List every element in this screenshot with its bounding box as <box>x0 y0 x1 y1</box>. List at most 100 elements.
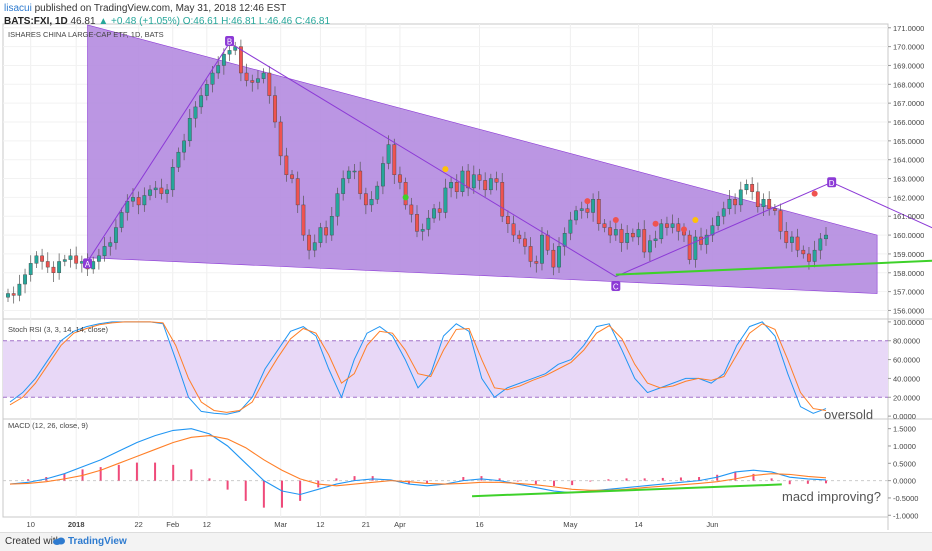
candle-body <box>716 216 720 226</box>
pattern-label-box <box>83 258 93 269</box>
candle-body <box>767 199 772 209</box>
candle-body <box>801 249 806 255</box>
pattern-label-d: D <box>827 177 837 188</box>
candle-body <box>574 210 578 221</box>
stoch-title: Stoch RSI (3, 3, 14, 14, close) <box>8 325 109 334</box>
price-tick-label: 157.0000 <box>893 288 924 297</box>
candle-body <box>443 187 448 213</box>
signal-dot <box>584 198 591 205</box>
candle-body <box>324 227 329 236</box>
candle-body <box>727 199 732 209</box>
price-tick-label: 161.0000 <box>893 212 924 221</box>
candle-body <box>244 72 249 81</box>
candle-body <box>755 191 760 208</box>
candle-body <box>659 223 664 240</box>
author-link[interactable]: lisacui <box>4 3 32 14</box>
candle-body <box>613 229 618 236</box>
candle-body <box>375 185 380 200</box>
price-tick-label: 160.0000 <box>893 231 924 240</box>
candle-body <box>148 189 152 196</box>
candle-body <box>312 242 317 251</box>
pattern-label-text: C <box>613 282 619 291</box>
candle-body <box>392 144 397 175</box>
candle-body <box>483 180 488 191</box>
pattern-label-text: D <box>829 179 835 188</box>
pattern-label-box <box>611 280 621 291</box>
time-tick-label: Mar <box>274 520 287 529</box>
price-tick-label: 164.0000 <box>893 156 924 165</box>
candle-body <box>51 266 56 273</box>
candle-body <box>534 261 539 264</box>
candle-body <box>517 234 522 240</box>
candle-body <box>369 199 374 206</box>
candle-body <box>699 236 703 245</box>
candle-body <box>131 197 135 202</box>
price-axes[interactable]: 171.0000 170.0000 169.0000 168.0000 167.0000… <box>888 24 924 520</box>
stoch-tick-label: 60.0000 <box>893 356 920 365</box>
candle-body <box>318 227 323 243</box>
stoch-tick-label: 20.0000 <box>893 393 920 402</box>
stoch-rsi-panel <box>3 321 888 415</box>
signal-dot <box>612 217 619 223</box>
candle-body <box>96 255 101 262</box>
pattern-label-box <box>827 177 837 188</box>
candle-body <box>239 46 243 74</box>
candle-body <box>488 178 493 191</box>
signal-dot <box>402 194 409 201</box>
time-tick-label: 22 <box>134 520 142 529</box>
time-axis[interactable]: 10 2018 22 Feb 12 Mar 12 21 Apr 16 May 14 Jun <box>27 520 719 529</box>
candle-body <box>528 246 533 262</box>
time-tick-label: 14 <box>634 520 642 529</box>
candle-body <box>500 182 505 217</box>
candle-body <box>284 155 289 175</box>
macd-signal-line <box>9 435 827 491</box>
stoch-tick-label: 80.0000 <box>893 337 920 346</box>
time-tick-label: Apr <box>394 520 406 529</box>
candle-body <box>818 238 823 251</box>
candle-body <box>630 232 635 238</box>
symbol-label[interactable]: BATS:FXI, 1D <box>4 16 68 27</box>
price-tick-label: 166.0000 <box>893 118 924 127</box>
price-tick-label: 168.0000 <box>893 80 924 89</box>
candle-body <box>187 118 192 142</box>
candle-body <box>363 193 368 206</box>
candle-body <box>437 208 442 213</box>
candle-body <box>619 229 624 243</box>
candle-body <box>778 210 783 232</box>
stoch-band <box>3 340 888 398</box>
candle-body <box>57 261 62 273</box>
tradingview-logo[interactable]: TradingView <box>68 536 127 547</box>
candle-body <box>596 199 601 224</box>
candle-body <box>568 219 573 234</box>
published-text: published on TradingView.com, May 31, 20… <box>34 3 287 14</box>
tradingview-cloud-icon <box>53 537 65 545</box>
candle-body <box>250 80 255 83</box>
candle-body <box>273 95 277 123</box>
price-tick-label: 156.0000 <box>893 306 924 315</box>
candle-body <box>28 263 33 275</box>
candle-body <box>540 234 544 264</box>
oversold-annotation: oversold <box>824 407 873 422</box>
macd-trendline <box>472 483 782 498</box>
candle-body <box>398 174 402 183</box>
candle-body <box>170 167 175 191</box>
candle-body <box>114 227 118 243</box>
macd-tick-label: 0.0000 <box>893 477 916 486</box>
candle-body <box>426 217 431 230</box>
candle-body <box>199 95 204 108</box>
candle-body <box>216 65 221 74</box>
candle-body <box>335 193 340 217</box>
footer-bar: Created with TradingView <box>0 532 932 551</box>
stoch-tick-label: 0.0000 <box>893 412 916 421</box>
candle-body <box>562 232 567 247</box>
signal-dot <box>442 166 449 173</box>
candle-body <box>761 199 766 208</box>
price-tick-label: 170.0000 <box>893 43 924 52</box>
macd-macd-line <box>9 428 827 496</box>
time-tick-label: Feb <box>166 520 179 529</box>
candle-body <box>142 195 147 206</box>
price-tick-label: 158.0000 <box>893 269 924 278</box>
macd-tick-label: 0.5000 <box>893 459 916 468</box>
candle-body <box>210 72 215 85</box>
candle-body <box>34 255 39 264</box>
